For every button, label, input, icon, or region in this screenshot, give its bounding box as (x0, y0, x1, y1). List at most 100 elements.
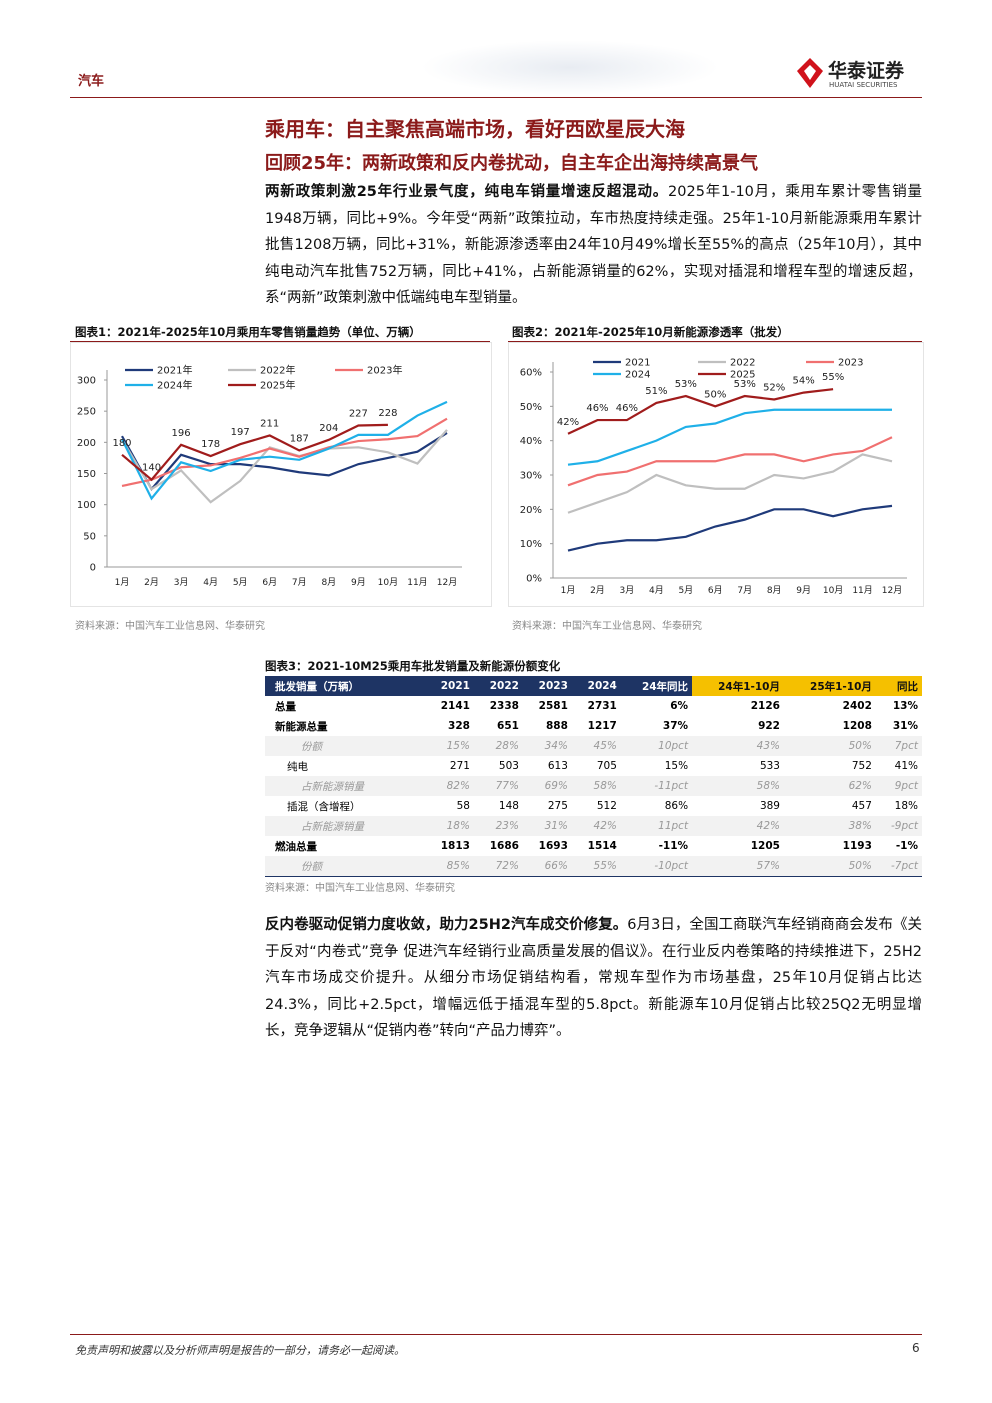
header-cell: 2023 (522, 676, 572, 696)
logo-icon (797, 58, 823, 88)
header-cell: 同比 (875, 676, 922, 696)
table-cell: 72% (495, 860, 519, 872)
table-cell: 总量 (275, 700, 296, 713)
x-tick-label: 12月 (882, 585, 902, 596)
table-row: 份额 15% 28% 34% 45% 10pct 43% 50% 7pct (265, 736, 922, 756)
table-cell: 69% (544, 780, 568, 792)
series-line (567, 388, 834, 435)
table-cell: 10pct (658, 740, 689, 752)
y-tick-label: 50% (520, 402, 542, 413)
chart-title: 图表1：2021年-2025年10月乘用车零售销量趋势（单位、万辆） (75, 325, 421, 339)
y-tick-label: 50 (83, 531, 96, 542)
x-tick-label: 1月 (115, 577, 130, 588)
table-cell: -7pct (890, 860, 918, 872)
data-label: 187 (290, 433, 309, 444)
table-cell: 1205 (750, 840, 780, 852)
data-label: 227 (349, 409, 368, 420)
table-cell: 份额 (301, 740, 322, 753)
x-tick-label: 3月 (174, 577, 189, 588)
text: 2025年1-10月，乘用车累计零售销量1948万辆，同比+9%。今年受“两新”… (265, 184, 922, 306)
series-line (121, 400, 448, 501)
rule (508, 341, 922, 342)
table-cell: 85% (446, 860, 470, 872)
header-cell: 2022 (473, 676, 523, 696)
table-cell: 533 (759, 760, 780, 772)
table-cell: 1686 (489, 840, 519, 852)
table-cell: 2126 (750, 700, 780, 712)
page-number: 6 (912, 1341, 920, 1355)
data-label: 196 (172, 428, 191, 439)
y-tick-label: 30% (520, 471, 542, 482)
table-cell: 34% (544, 740, 568, 752)
y-tick-label: 40% (520, 436, 542, 447)
logo-text: 华泰证券 (828, 60, 905, 82)
x-tick-label: 5月 (233, 577, 248, 588)
table-cell: 份额 (301, 860, 322, 873)
header-cell: 25年1-10月 (783, 676, 876, 696)
table-cell: 13% (892, 700, 918, 712)
paragraph: 反内卷驱动促销力度收敛，助力25H2汽车成交价修复。6月3日，全国工商联汽车经销… (265, 912, 922, 1045)
x-tick-label: 8月 (767, 585, 782, 596)
table-cell: 512 (596, 800, 617, 812)
header-row: 批发销量（万辆） 2021 2022 2023 2024 24年同比 24年1-10月 25年… (265, 676, 922, 696)
table-cell: 66% (544, 860, 568, 872)
table-row: 占新能源销量 18% 23% 31% 42% 11pct 42% 38% -9pct (265, 816, 922, 836)
subtitle: 回顾25年：两新政策和反内卷扰动，自主车企出海持续高景气 (265, 153, 759, 174)
table-cell: 752 (851, 760, 872, 772)
paragraph: 两新政策刺激25年行业景气度，纯电车销量增速反超混动。2025年1-10月，乘用… (265, 179, 922, 312)
table-cell: 42% (756, 820, 780, 832)
data-label: 50% (704, 389, 726, 400)
table-cell: 148 (498, 800, 519, 812)
table-cell: -11pct (654, 780, 689, 792)
data-label: 180 (112, 438, 131, 449)
data-label: 228 (378, 408, 397, 419)
table-cell: -9pct (890, 820, 918, 832)
table-cell: 1208 (842, 720, 872, 732)
y-tick-label: 200 (77, 438, 96, 449)
y-tick-label: 250 (77, 407, 96, 418)
x-tick-label: 12月 (437, 577, 457, 588)
table-cell: 57% (756, 860, 780, 872)
table-cell: 58 (456, 800, 470, 812)
x-tick-label: 6月 (262, 577, 277, 588)
data-label: 178 (201, 439, 220, 450)
table-cell: 271 (449, 760, 470, 772)
series-line (121, 423, 388, 482)
x-tick-label: 8月 (321, 577, 336, 588)
header-cell: 2021 (425, 676, 474, 696)
table-cell: 占新能源销量 (301, 820, 364, 833)
table-cell: 18% (446, 820, 470, 832)
table-row: 份额 85% 72% 66% 55% -10pct 57% 50% -7pct (265, 856, 922, 877)
legend-label: 2023 (838, 358, 863, 369)
table-cell: 45% (593, 740, 617, 752)
table-cell: 2731 (587, 700, 617, 712)
header-rule (70, 97, 922, 98)
legend-label: 2021年 (157, 364, 192, 377)
table-cell: 37% (662, 720, 689, 732)
table-cell: 38% (848, 820, 872, 832)
table-cell: 纯电 (287, 760, 308, 773)
table-cell: -11% (658, 840, 689, 852)
table-cell: 77% (495, 780, 519, 792)
table-cell: 1217 (587, 720, 617, 732)
legend-label: 2022 (730, 358, 755, 369)
x-tick-label: 2月 (144, 577, 159, 588)
x-tick-label: 3月 (620, 585, 635, 596)
legend-label: 2023年 (367, 364, 402, 377)
x-tick-label: 9月 (796, 585, 811, 596)
table-cell: 43% (756, 740, 780, 752)
table-cell: 2402 (842, 700, 872, 712)
y-tick-label: 20% (520, 505, 542, 516)
data-label: 53% (675, 379, 697, 390)
table-cell: 55% (593, 860, 617, 872)
series-line (567, 436, 893, 487)
table-row: 占新能源销量 82% 77% 69% 58% -11pct 58% 62% 9pct (265, 776, 922, 796)
table-cell: 7pct (894, 740, 918, 752)
table-cell: 新能源总量 (275, 720, 328, 733)
table-cell: -1% (895, 840, 918, 852)
data-label: 46% (616, 403, 638, 414)
table-cell: 42% (593, 820, 617, 832)
table-row: 插混（含增程） 58 148 275 512 86% 389 457 18% (265, 796, 922, 816)
table-cell: 328 (448, 720, 470, 732)
